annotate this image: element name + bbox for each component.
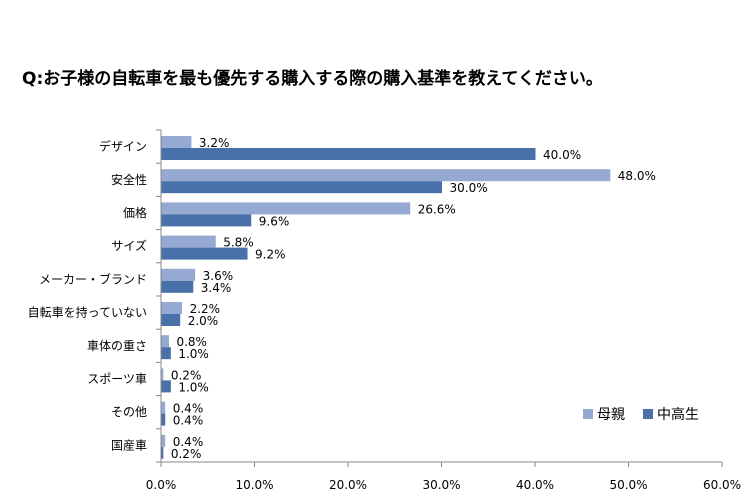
x-tick-label: 60.0%	[703, 478, 741, 492]
data-label: 5.8%	[223, 236, 254, 250]
bar-student	[161, 314, 181, 326]
data-label: 9.2%	[255, 248, 286, 262]
category-label: その他	[111, 405, 147, 419]
data-label: 0.2%	[171, 368, 202, 382]
data-label: 1.0%	[178, 347, 209, 361]
bar-student	[161, 280, 194, 293]
bar-student	[161, 380, 171, 393]
data-label: 3.4%	[201, 281, 232, 295]
data-label: 2.0%	[188, 314, 219, 328]
bar-student	[161, 181, 442, 194]
bar-student	[161, 446, 164, 459]
bar-mother	[161, 202, 411, 215]
legend-swatch	[583, 409, 593, 419]
bar-student	[161, 247, 248, 260]
data-label: 30.0%	[450, 181, 488, 195]
x-tick-label: 30.0%	[422, 478, 460, 492]
data-label: 0.4%	[173, 402, 204, 416]
x-tick-label: 10.0%	[235, 478, 273, 492]
category-label: 国産車	[111, 437, 147, 452]
bar-mother	[161, 368, 164, 381]
x-tick-label: 50.0%	[609, 478, 647, 492]
legend-label: 中高生	[657, 406, 699, 423]
bar-mother	[161, 335, 169, 348]
bar-mother	[161, 169, 611, 182]
legend-swatch	[643, 409, 653, 419]
category-label: サイズ	[111, 238, 147, 253]
data-label: 3.2%	[199, 136, 230, 150]
data-label: 48.0%	[618, 169, 656, 183]
category-label: 価格	[123, 205, 147, 220]
bar-mother	[161, 434, 166, 447]
category-label: 自転車を持っていない	[28, 305, 147, 320]
chart-legend: 母親 中高生	[583, 406, 699, 423]
data-label: 9.6%	[259, 214, 290, 228]
legend-label: 母親	[597, 407, 625, 423]
category-label: メーカー・ブランド	[39, 271, 147, 286]
bar-mother	[161, 136, 192, 148]
data-label: 0.2%	[171, 447, 202, 461]
chart-bars: 3.2%48.0%26.6%5.8%3.6%2.2%0.8%0.2%0.4%0.…	[161, 136, 656, 461]
data-label: 40.0%	[543, 148, 581, 162]
category-label: 安全性	[111, 172, 147, 187]
bar-mother	[161, 302, 183, 314]
data-label: 0.8%	[176, 335, 207, 349]
bar-mother	[161, 235, 216, 248]
category-label: スポーツ車	[87, 372, 147, 386]
bar-student	[161, 347, 171, 360]
data-label: 2.2%	[190, 302, 221, 316]
category-label: デザイン	[99, 139, 147, 154]
bar-mother	[161, 401, 166, 414]
data-label: 0.4%	[173, 435, 204, 449]
data-label: 26.6%	[418, 202, 456, 216]
bar-mother	[161, 268, 196, 281]
data-label: 0.4%	[173, 414, 204, 428]
data-label: 1.0%	[178, 380, 209, 394]
data-label: 3.6%	[203, 269, 234, 283]
x-tick-label: 20.0%	[329, 478, 367, 492]
bar-student	[161, 413, 166, 426]
chart-axes: デザイン安全性価格サイズメーカー・ブランド自転車を持っていない車体の重さスポーツ…	[28, 129, 741, 492]
x-tick-label: 40.0%	[516, 478, 554, 492]
bar-student	[161, 214, 252, 227]
category-label: 車体の重さ	[87, 339, 147, 353]
bar-student	[161, 148, 536, 160]
x-tick-label: 0.0%	[146, 478, 177, 492]
chart-title: Q:お子様の自転車を最も優先する購入する際の購入基準を教えてください。	[22, 69, 603, 89]
